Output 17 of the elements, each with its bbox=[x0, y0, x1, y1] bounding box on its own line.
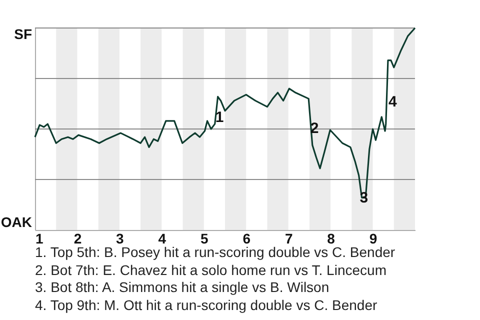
text: 1. Top 5th: B. Posey hit a run-scoring double vs C. Bender bbox=[35, 244, 396, 262]
x-tick-label: 4 bbox=[158, 230, 166, 246]
x-tick-label: 6 bbox=[242, 230, 251, 246]
x-tick-label: 1 bbox=[36, 230, 44, 246]
text: 4. Top 9th: M. Ott hit a run-scoring double vs C. Bender bbox=[35, 296, 378, 314]
annotation: 4 bbox=[388, 94, 398, 111]
text: SF bbox=[14, 26, 32, 42]
text: 3. Bot 8th: A. Simmons hit a single vs B. Wilson bbox=[35, 279, 330, 296]
x-tick-label: 2 bbox=[74, 230, 82, 246]
x-tick-label: 9 bbox=[369, 230, 378, 246]
text: OAK bbox=[0, 214, 32, 230]
x-tick-label: 7 bbox=[284, 230, 293, 246]
x-tick-label: 8 bbox=[327, 230, 336, 246]
x-tick-label: 5 bbox=[200, 230, 208, 246]
text: 2. Bot 7th: E. Chavez hit a solo home run vs T. Lincecum bbox=[35, 262, 388, 279]
x-tick-label: 3 bbox=[116, 230, 124, 246]
annotation: 1 bbox=[215, 108, 224, 126]
